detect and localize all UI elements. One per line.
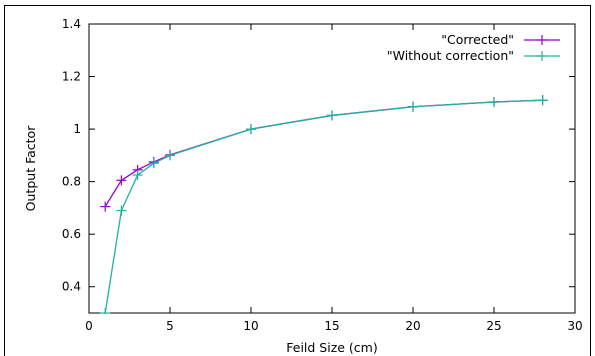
y-tick-label: 0.8 — [62, 175, 81, 189]
legend-marker — [537, 35, 547, 45]
data-point — [100, 201, 111, 212]
x-tick-label: 20 — [405, 319, 420, 333]
series-line — [104, 99, 543, 314]
data-point — [327, 110, 337, 121]
series-2 — [100, 95, 548, 314]
data-point — [148, 158, 159, 169]
data-point — [100, 308, 111, 314]
figure-frame — [4, 5, 591, 356]
data-point — [116, 175, 127, 186]
x-tick-label: 10 — [243, 319, 258, 333]
axes: 0 5 10 15 20 25 30 0.4 0.6 0.8 1 1.2 1.4 — [4, 5, 591, 356]
y-tick-label: 1.2 — [62, 70, 81, 84]
legend-label: "Corrected" — [441, 32, 514, 47]
x-tick-label: 15 — [324, 319, 339, 333]
y-tick-label: 1.4 — [62, 17, 81, 31]
plot-border — [88, 23, 576, 314]
y-tick-label: 0.4 — [62, 280, 81, 294]
legend-label: "Without correction" — [387, 48, 514, 63]
x-axis-label: Feild Size (cm) — [286, 340, 378, 355]
legend-marker — [537, 51, 547, 61]
data-point — [132, 170, 143, 181]
data-point — [537, 95, 548, 106]
data-point — [408, 101, 418, 112]
x-tick-label: 30 — [567, 319, 582, 333]
x-tick-label: 5 — [166, 319, 174, 333]
series-layer — [100, 95, 548, 314]
y-tick-label: 1 — [73, 122, 81, 136]
data-point — [246, 124, 256, 135]
legend: "Corrected""Without correction" — [387, 32, 560, 63]
y-axis-label: Output Factor — [23, 125, 38, 212]
y-tick-label: 0.6 — [62, 227, 81, 241]
x-tick-label: 0 — [85, 319, 93, 333]
data-point — [116, 205, 127, 216]
x-tick-label: 25 — [486, 319, 501, 333]
data-point — [489, 97, 499, 108]
data-point — [165, 150, 175, 161]
series-1 — [100, 95, 548, 212]
